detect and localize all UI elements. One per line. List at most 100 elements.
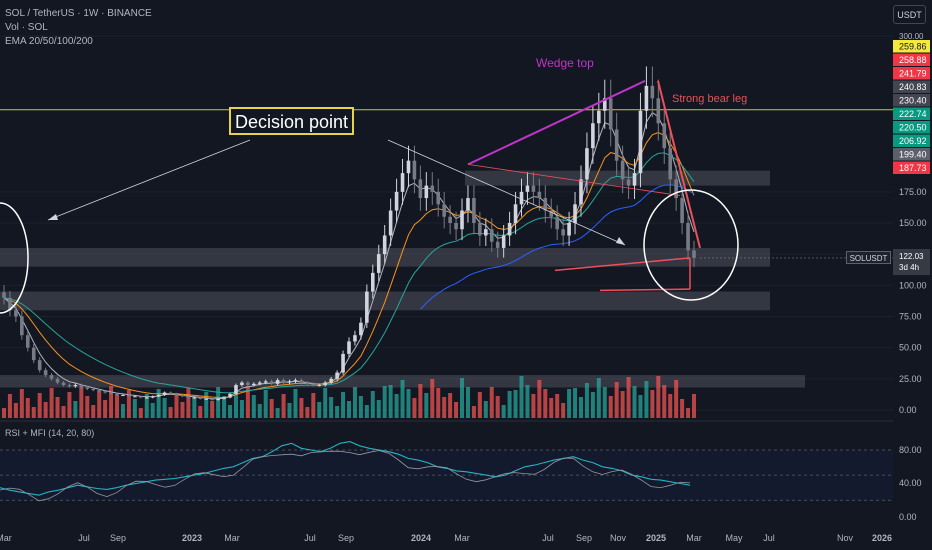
volume-bar: [650, 390, 655, 418]
candle-body: [234, 385, 238, 394]
candles: [2, 66, 696, 401]
candle-body: [73, 385, 78, 387]
candle-body: [495, 241, 500, 248]
candle-body: [246, 382, 250, 386]
volume-bar: [61, 406, 66, 418]
candle-body: [442, 204, 446, 217]
volume-bar: [37, 393, 42, 418]
decision-point-label: Decision point: [229, 107, 355, 135]
currency-button[interactable]: USDT: [893, 5, 926, 24]
volume-bar: [174, 393, 179, 418]
candle-body: [353, 335, 357, 342]
candle-body: [275, 380, 280, 384]
candle-body: [311, 383, 316, 386]
candle-body: [489, 229, 494, 242]
candle-body: [55, 378, 60, 383]
volume-bar: [442, 397, 447, 418]
volume-bar: [192, 397, 197, 418]
time-tick-label: Sep: [110, 533, 126, 543]
time-axis[interactable]: Mar Jul Sep 2023 Mar Jul Sep 2024 Mar Jul Sep Nov 20…: [0, 533, 892, 543]
candle-body: [567, 223, 571, 236]
candle-body: [650, 85, 655, 99]
candle-body: [448, 216, 452, 223]
volume-bar: [263, 390, 268, 418]
volume-bar: [25, 398, 30, 418]
volume-bar: [67, 392, 72, 418]
candle-body: [14, 310, 18, 317]
candle-body: [121, 395, 125, 397]
time-tick-label: Jul: [78, 533, 90, 543]
volume-bar: [471, 406, 476, 418]
price-tag: [893, 121, 930, 134]
volume-bar: [73, 401, 78, 418]
volume-bar: [692, 394, 696, 418]
candle-body: [359, 322, 363, 336]
arrow-right: [387, 139, 626, 246]
candle-body: [162, 392, 167, 396]
volume-bar: [245, 386, 250, 418]
volume-bar: [436, 388, 441, 418]
volume-bar: [644, 381, 649, 418]
time-tick-label: 2023: [182, 533, 202, 543]
candle-body: [222, 397, 226, 399]
mfi-line: [0, 450, 691, 502]
volume-bar: [204, 392, 209, 418]
volume-bar: [668, 394, 673, 418]
time-tick-label: Mar: [454, 533, 470, 543]
volume-bar: [370, 391, 375, 418]
volume-bar: [674, 380, 679, 418]
candle-body: [228, 393, 232, 398]
arrow-right-head: [616, 237, 625, 245]
candle-body: [513, 204, 518, 223]
volume-bar: [543, 389, 548, 418]
candle-body: [400, 173, 405, 192]
candle-body: [555, 216, 559, 230]
candle-body: [436, 191, 441, 205]
support-zones: [0, 109, 893, 388]
volume-bar: [109, 386, 114, 418]
volume-bar: [269, 399, 274, 418]
volume-bar: [406, 389, 411, 418]
candle-body: [335, 372, 339, 379]
candle-body: [25, 335, 30, 348]
volume-bar: [376, 400, 381, 418]
candle-body: [430, 185, 435, 192]
candle-body: [501, 235, 506, 248]
volume-bar: [662, 385, 667, 418]
candle-body: [549, 210, 554, 217]
candle-body: [692, 250, 696, 258]
candle-body: [507, 223, 512, 236]
wedge-upper-line: [467, 79, 646, 166]
volume-bar: [477, 392, 482, 418]
volume-bar: [513, 390, 518, 418]
volume-bar: [43, 402, 48, 418]
volume-bar: [97, 391, 102, 418]
volume-legend: Vol · SOL: [5, 22, 48, 33]
volume-bar: [680, 399, 685, 418]
price-tick-label: 175.00: [899, 187, 927, 197]
volume-bar: [465, 387, 470, 418]
strong-bear-leg-label: Strong bear leg: [672, 93, 748, 105]
candle-body: [216, 398, 220, 401]
candle-body: [608, 98, 613, 130]
symbol-title: SOL / TetherUS · 1W · BINANCE: [5, 8, 152, 19]
candle-body: [484, 229, 488, 236]
volume-bar: [412, 398, 417, 418]
volume-bar: [602, 387, 607, 418]
price-axis[interactable]: 175.00150.00125.00100.0075.0050.0025.000…: [893, 32, 930, 415]
candle-body: [257, 382, 262, 384]
candle-body: [204, 398, 209, 400]
volume-bar: [293, 389, 298, 418]
candle-body: [127, 395, 131, 397]
candle-body: [85, 387, 90, 389]
current-price-value: 122.03: [899, 252, 924, 261]
volume-bar: [656, 376, 661, 418]
volume-bar: [549, 398, 554, 418]
candle-body: [103, 391, 107, 393]
volume-bar: [507, 391, 512, 418]
candle-body: [49, 375, 54, 379]
volume-bar: [198, 406, 203, 418]
candle-body: [686, 223, 690, 251]
price-tag: [893, 148, 930, 161]
price-tick-label: 300.00: [899, 32, 924, 41]
